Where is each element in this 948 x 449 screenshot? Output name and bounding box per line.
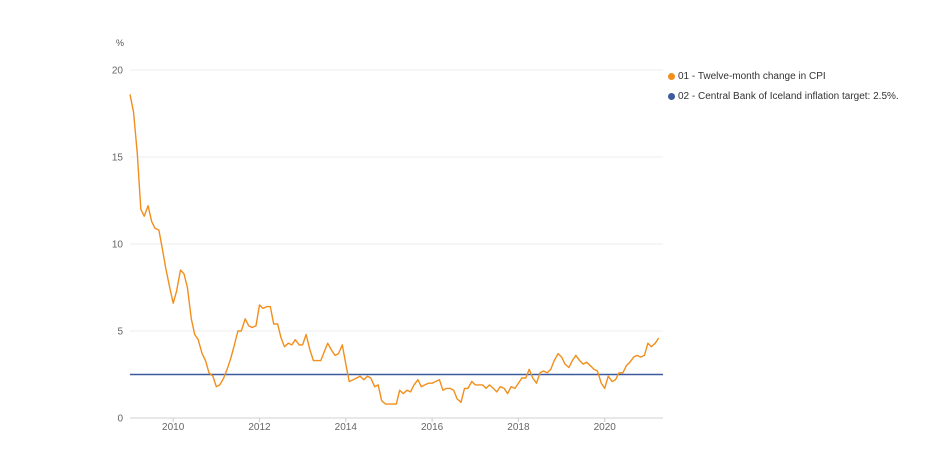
x-tick-label: 2010 xyxy=(162,422,185,433)
legend-label-cpi: 01 - Twelve-month change in CPI xyxy=(678,70,826,82)
y-tick-label: 10 xyxy=(112,240,124,251)
x-tick-label: 2016 xyxy=(421,422,444,433)
y-tick-label: 15 xyxy=(112,153,124,164)
series-line-cpi[interactable] xyxy=(129,94,660,405)
x-tick-label: 2012 xyxy=(248,422,271,433)
gridlines xyxy=(130,69,663,419)
series-lines xyxy=(129,94,663,405)
legend: 01 - Twelve-month change in CPI 02 - Cen… xyxy=(668,66,899,106)
x-tick-label: 2014 xyxy=(335,422,358,433)
legend-item-cpi[interactable]: 01 - Twelve-month change in CPI xyxy=(668,66,899,86)
y-tick-label: 0 xyxy=(117,414,123,425)
y-tick-label: 5 xyxy=(117,327,123,338)
x-tick-label: 2020 xyxy=(594,422,617,433)
x-axis-ticks: 2010 2012 2014 2016 2018 2020 xyxy=(162,418,616,433)
legend-label-target: 02 - Central Bank of Iceland inflation t… xyxy=(678,90,899,102)
legend-marker-cpi xyxy=(668,72,675,80)
legend-item-target[interactable]: 02 - Central Bank of Iceland inflation t… xyxy=(668,86,899,106)
y-unit-label: % xyxy=(116,38,124,48)
x-tick-label: 2018 xyxy=(507,422,530,433)
y-tick-label: 20 xyxy=(112,66,124,77)
legend-marker-target xyxy=(668,92,675,100)
y-axis-ticks: 0 5 10 15 20 xyxy=(112,66,124,425)
